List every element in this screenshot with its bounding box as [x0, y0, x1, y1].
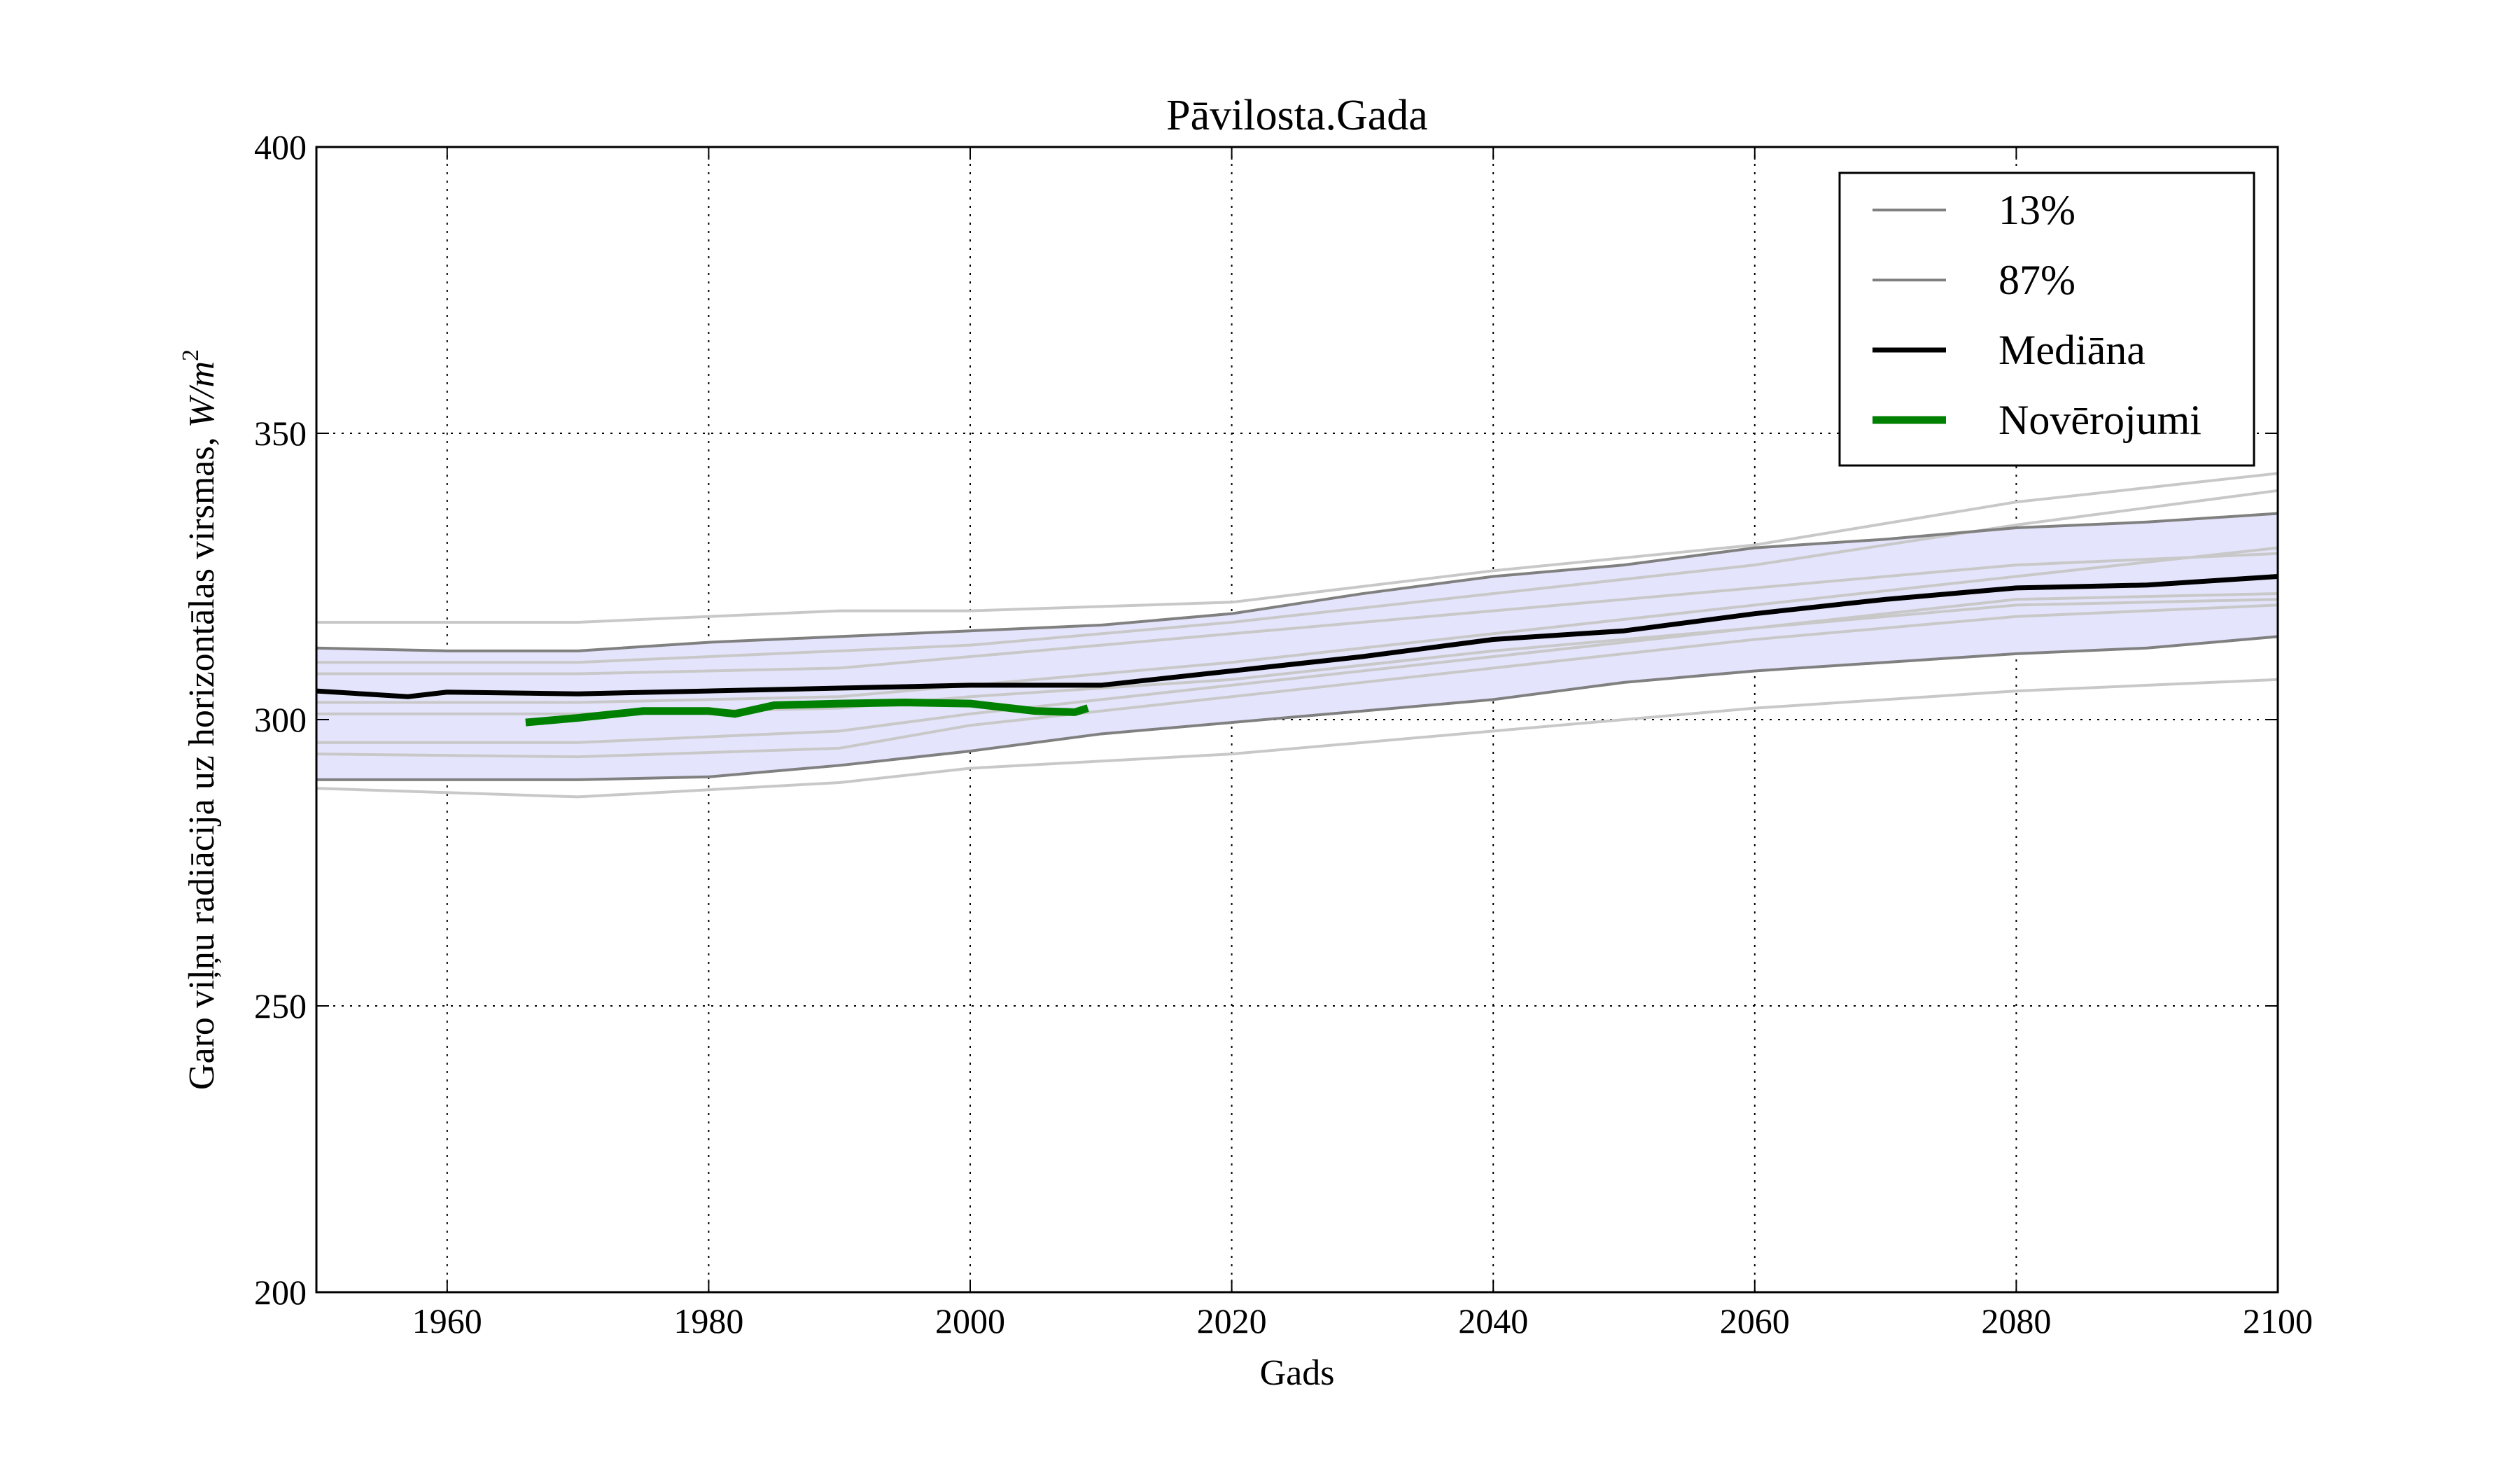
ensemble-line — [316, 546, 2278, 704]
percentile-band — [316, 513, 2278, 780]
legend-label: 87% — [1998, 257, 2076, 303]
x-tick-label: 2060 — [1720, 1301, 1790, 1340]
ensemble-line — [316, 489, 2278, 664]
band-area — [316, 513, 2278, 780]
x-tick-label: 2040 — [1458, 1301, 1528, 1340]
y-tick-label: 250 — [254, 986, 307, 1026]
ensemble-line — [316, 678, 2278, 799]
x-tick-label: 2020 — [1197, 1301, 1267, 1340]
y-axis-label-sup: 2 — [178, 349, 204, 361]
series-lines — [316, 512, 2278, 781]
legend-label: Mediāna — [1998, 327, 2146, 373]
legend-label: Novērojumi — [1998, 397, 2202, 443]
ensemble-lines — [316, 472, 2278, 799]
ensemble-line — [316, 472, 2278, 624]
chart-title: Pāvilosta.Gada — [1166, 92, 1428, 139]
x-tick-label: 2100 — [2243, 1301, 2313, 1340]
x-tick-label: 1980 — [673, 1301, 743, 1340]
x-tick-label: 2080 — [1981, 1301, 2051, 1340]
y-tick-label: 350 — [254, 414, 307, 453]
x-tick-label: 2000 — [935, 1301, 1005, 1340]
y-axis-label-text: Garo viļņu radiācija uz horizontālas vir… — [182, 428, 222, 1090]
ticks: 1960 1980 2000 2020 2040 2060 2080 2100 200 250 30… — [254, 127, 2313, 1340]
y-tick-label: 400 — [254, 127, 307, 167]
y-tick-label: 300 — [254, 700, 307, 739]
y-axis-label-unit: W/m — [182, 361, 222, 428]
legend: 13% 87% Mediāna Novērojumi — [1838, 172, 2255, 467]
y-tick-label: 200 — [254, 1273, 307, 1312]
series-line-2 — [316, 574, 2278, 699]
ensemble-line — [316, 592, 2278, 744]
legend-label: 13% — [1998, 187, 2076, 233]
ensemble-line — [316, 552, 2278, 676]
series-line-0 — [316, 635, 2278, 781]
x-tick-label: 1960 — [412, 1301, 482, 1340]
series-line-3 — [525, 698, 1089, 727]
series-line-1 — [316, 512, 2278, 652]
x-axis-label: Gads — [1260, 1353, 1335, 1393]
y-axis-label: Garo viļņu radiācija uz horizontālas vir… — [178, 349, 222, 1090]
ensemble-line — [316, 603, 2278, 759]
